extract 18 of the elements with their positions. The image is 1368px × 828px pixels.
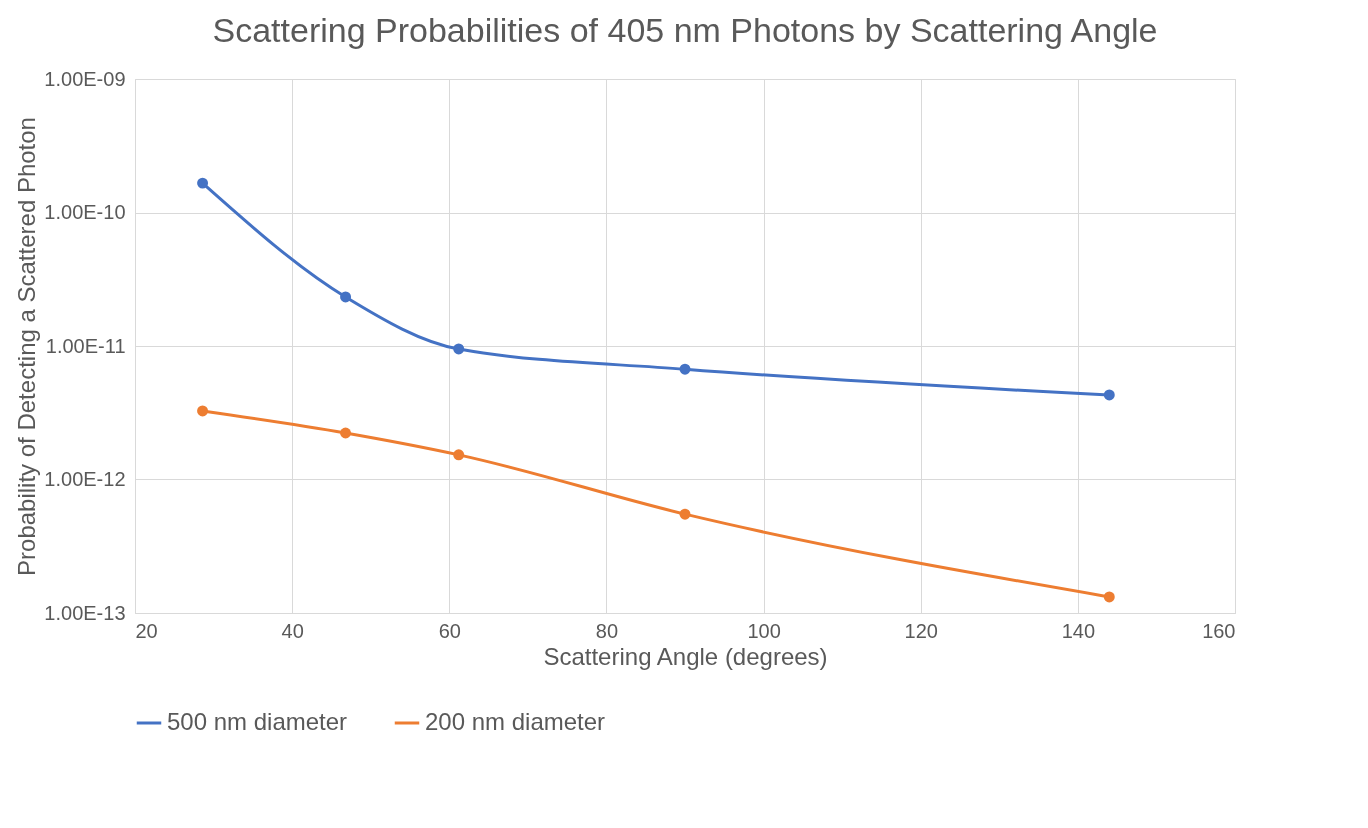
y-tick-label: 1.00E-10 xyxy=(44,201,126,223)
chart-title: Scattering Probabilities of 405 nm Photons by Scattering Angle xyxy=(212,11,1158,49)
y-axis-title: Probability of Detecting a Scattered Photon xyxy=(13,117,41,576)
x-tick-label: 80 xyxy=(595,619,619,642)
x-tick-label: 140 xyxy=(1061,619,1096,642)
x-tick-label: 40 xyxy=(281,619,304,642)
y-tick-label: 1.00E-09 xyxy=(44,67,126,90)
y-tick-label: 1.00E-13 xyxy=(44,601,126,624)
legend-label: 200 nm diameter xyxy=(425,708,606,735)
x-tick-label: 100 xyxy=(747,619,781,642)
x-tick-label: 120 xyxy=(904,619,938,642)
y-tick-label: 1.00E-12 xyxy=(44,468,126,490)
y-tick-label: 1.00E-11 xyxy=(45,334,126,357)
legend-label: 500 nm diameter xyxy=(167,708,348,735)
x-tick-label: 60 xyxy=(438,619,461,642)
x-axis-title: Scattering Angle (degrees) xyxy=(543,642,828,670)
x-tick-label: 20 xyxy=(135,619,158,642)
x-tick-label: 160 xyxy=(1202,619,1236,642)
